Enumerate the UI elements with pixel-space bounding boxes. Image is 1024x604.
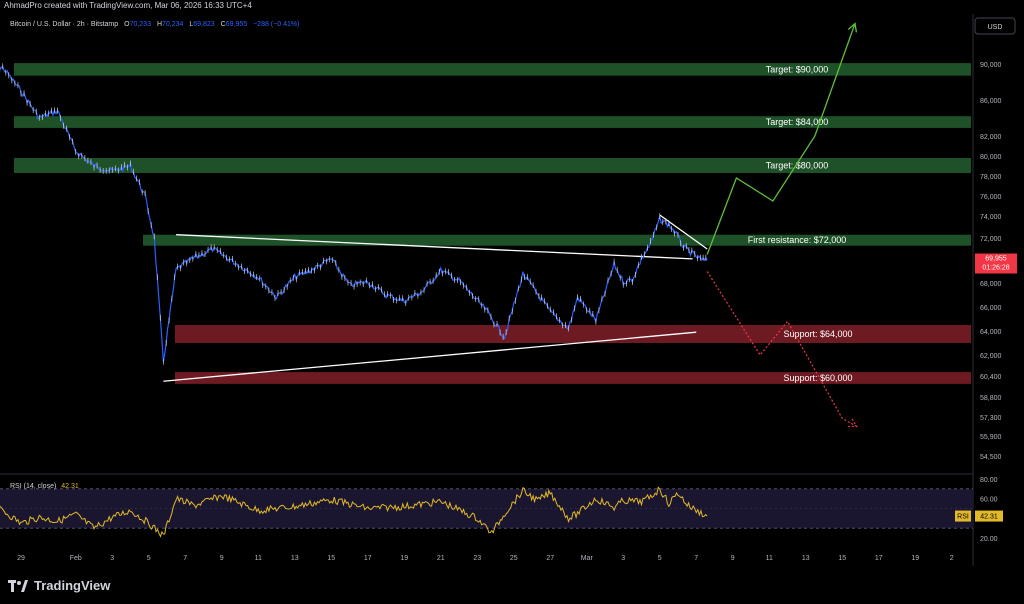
tradingview-logo-text: TradingView — [34, 578, 111, 593]
zone-rect-5 — [175, 372, 971, 384]
rsi-panel[interactable]: RSI (14, close) 42.31 80.0060.0040.0020.… — [0, 477, 1003, 543]
svg-text:RSI: RSI — [957, 514, 969, 521]
rsi-badge: RSI 42.31 — [955, 510, 1003, 522]
zone-label-1: Target: $84,000 — [766, 117, 829, 127]
zone-label-3: First resistance: $72,000 — [748, 235, 847, 245]
zone-label-4: Support: $64,000 — [783, 329, 852, 339]
y-tick-label: 82,000 — [980, 134, 1002, 141]
y-tick-label: 60,400 — [980, 374, 1002, 381]
rsi-line-series — [0, 486, 708, 538]
zone-rect-0 — [14, 63, 971, 76]
trendline-0 — [176, 234, 693, 260]
y-tick-label: 64,000 — [980, 329, 1002, 336]
x-tick-label: Mar — [581, 555, 594, 562]
zone-rect-3 — [143, 234, 971, 246]
author-credit: AhmadPro created with TradingView.com, M… — [4, 1, 252, 10]
rsi-tick-label: 60.00 — [980, 497, 998, 504]
y-tick-label: 78,000 — [980, 174, 1002, 181]
x-tick-label: 17 — [364, 555, 372, 562]
x-tick-label: 21 — [437, 555, 445, 562]
symbol-legend: Bitcoin / U.S. Dollar · 2h · Bitstamp O7… — [10, 21, 299, 28]
y-tick-label: 80,000 — [980, 154, 1002, 161]
x-tick-label: 11 — [255, 555, 262, 562]
x-tick-label: 29 — [17, 555, 25, 562]
x-tick-label: 3 — [621, 555, 625, 562]
zone-label-2: Target: $80,000 — [766, 161, 829, 171]
y-tick-label: 74,000 — [980, 214, 1002, 221]
price-series — [0, 63, 708, 365]
current-price-label: 69,955 — [985, 256, 1007, 263]
x-tick-label: 15 — [838, 555, 846, 562]
currency-button[interactable]: USD — [974, 17, 1016, 35]
bottom-bar: TradingView — [0, 566, 1024, 604]
svg-text:USD: USD — [988, 24, 1003, 31]
chart-canvas[interactable]: Bitcoin / U.S. Dollar · 2h · Bitstamp O7… — [0, 14, 1024, 566]
x-tick-label: 3 — [110, 555, 114, 562]
time-axis[interactable]: 29 Feb 3 5 7 9 11 13 15 17 19 21 23 25 27 Mar 3 5 7 9 11 13 15… — [17, 555, 954, 562]
trendlines — [163, 214, 708, 382]
y-tick-label: 68,000 — [980, 281, 1002, 288]
y-tick-label: 76,000 — [980, 194, 1002, 201]
y-tick-label: 55,900 — [980, 434, 1002, 441]
tradingview-logo-icon — [8, 579, 28, 592]
y-tick-label: 57,300 — [980, 415, 1002, 422]
x-tick-label: 25 — [510, 555, 518, 562]
x-tick-label: 7 — [183, 555, 187, 562]
projections — [706, 22, 858, 428]
x-tick-label: 13 — [802, 555, 810, 562]
x-tick-label: 17 — [875, 555, 883, 562]
x-tick-label: 9 — [220, 555, 224, 562]
x-tick-label: 15 — [327, 555, 335, 562]
rsi-tick-label: 80.00 — [980, 477, 998, 484]
y-tick-label: 72,000 — [980, 236, 1002, 243]
price-line-series — [0, 65, 708, 362]
y-tick-label: 58,800 — [980, 395, 1002, 402]
x-tick-label: Feb — [70, 555, 82, 562]
bullish-projection-path — [706, 23, 856, 255]
y-tick-label: 66,000 — [980, 305, 1002, 312]
bearish-projection-arrowhead — [847, 418, 858, 428]
zone-rect-4 — [175, 325, 971, 343]
x-tick-label: 13 — [291, 555, 299, 562]
x-tick-label: 23 — [473, 555, 481, 562]
bearish-projection-path — [706, 271, 858, 428]
x-tick-label: 7 — [694, 555, 698, 562]
tradingview-logo[interactable]: TradingView — [8, 578, 110, 593]
svg-text:42.31: 42.31 — [980, 514, 998, 521]
trendline-2 — [659, 214, 708, 250]
x-tick-label: 2 — [950, 555, 954, 562]
zone-label-0: Target: $90,000 — [766, 64, 829, 74]
x-tick-label: 19 — [400, 555, 408, 562]
countdown-label: 01:26:28 — [982, 265, 1009, 272]
x-tick-label: 9 — [731, 555, 735, 562]
x-tick-label: 19 — [911, 555, 919, 562]
top-bar: AhmadPro created with TradingView.com, M… — [0, 0, 1024, 14]
zone-rect-1 — [14, 116, 971, 128]
zone-label-5: Support: $60,000 — [783, 373, 852, 383]
trendline-1 — [163, 331, 697, 382]
rsi-tick-label: 20.00 — [980, 536, 998, 543]
current-price-badge: 69,955 01:26:28 — [975, 253, 1017, 274]
x-tick-label: 5 — [658, 555, 662, 562]
y-tick-label: 86,000 — [980, 98, 1002, 105]
rsi-legend: RSI (14, close) 42.31 — [10, 483, 79, 490]
bullish-projection-arrowhead — [847, 22, 858, 33]
x-tick-label: 5 — [147, 555, 151, 562]
zone-rect-2 — [14, 158, 971, 173]
x-tick-label: 11 — [766, 555, 773, 562]
horizontal-zones: Target: $90,000 Target: $84,000 Target: $8… — [14, 63, 971, 384]
y-tick-label: 54,500 — [980, 454, 1002, 461]
y-tick-label: 62,000 — [980, 353, 1002, 360]
x-tick-label: 27 — [546, 555, 554, 562]
y-tick-label: 90,000 — [980, 62, 1002, 69]
